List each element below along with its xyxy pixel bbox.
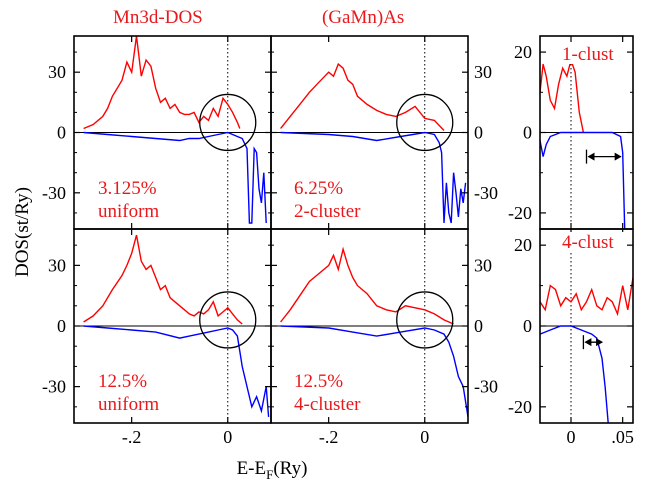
fermi-region-circle — [396, 291, 454, 349]
gap-arrow-head-right — [596, 338, 604, 347]
panel-inset-bottom: -20 0 20 0 .05 4-clust — [508, 228, 634, 447]
panel-annotation: 4-cluster — [294, 394, 361, 415]
y-tick-label: 30 — [48, 62, 66, 82]
panel-annotation: 1-clust — [562, 44, 614, 65]
spin-down-dos-line — [540, 131, 626, 229]
y-tick-label: -30 — [474, 377, 498, 397]
fermi-region-circle — [199, 93, 257, 152]
annotation-background — [560, 232, 624, 252]
spin-up-dos-line — [540, 57, 585, 133]
y-tick-label: -30 — [42, 183, 66, 203]
panel-inset-top: -20 0 20 1-clust — [508, 35, 634, 230]
title-mn3d-dos: Mn3d-DOS — [113, 7, 203, 28]
y-tick-label: -20 — [508, 203, 532, 223]
y-tick-label: -30 — [474, 183, 498, 203]
title-gamnas: (GaMn)As — [322, 7, 405, 28]
y-tick-label: 30 — [48, 255, 66, 275]
gap-arrow-head-left — [584, 338, 592, 347]
y-axis-label: DOS(st/Ry) — [12, 187, 33, 277]
y-tick-label: 0 — [523, 123, 532, 143]
x-tick-label: -.2 — [319, 427, 339, 447]
panel-annotation: uniform — [98, 394, 159, 415]
y-tick-label: 0 — [57, 123, 66, 143]
y-tick-label: 0 — [57, 316, 66, 336]
panel-bottom-right: -30 0 30 -.2 0 12.5%4-cluster — [270, 228, 498, 447]
panel-bottom-left: -30 0 30 -.2 0 12.5%uniform — [42, 228, 272, 447]
fermi-region-circle — [396, 93, 454, 152]
x-tick-label: -.2 — [122, 427, 142, 447]
spin-down-dos-line — [280, 131, 467, 224]
panel-annotation: 3.125% — [98, 178, 157, 199]
spin-down-dos-line — [540, 325, 609, 423]
x-tick-label: 0 — [420, 427, 429, 447]
spin-up-dos-line — [280, 62, 445, 131]
spin-down-dos-line — [83, 325, 270, 417]
spin-down-dos-line — [280, 325, 468, 418]
spin-up-dos-line — [280, 246, 454, 325]
panel-annotation: uniform — [98, 201, 159, 222]
x-tick-label: 0 — [567, 427, 576, 447]
spin-down-dos-line — [83, 131, 267, 224]
panel-top-left: -30 0 30 3.125%uniform — [42, 35, 272, 230]
spin-up-dos-line — [83, 234, 243, 325]
panel-annotation: 6.25% — [294, 178, 343, 199]
y-tick-label: -20 — [508, 397, 532, 417]
y-tick-label: 0 — [523, 316, 532, 336]
fermi-region-circle — [199, 291, 257, 349]
gap-arrow-head-right — [614, 152, 622, 161]
panel-annotation: 2-cluster — [294, 201, 361, 222]
x-tick-label: .05 — [611, 427, 634, 447]
panel-annotation: 4-clust — [562, 232, 614, 253]
panel-annotation: 12.5% — [294, 371, 343, 392]
y-tick-label: 0 — [474, 123, 483, 143]
y-tick-label: 30 — [474, 62, 492, 82]
y-tick-label: -30 — [42, 377, 66, 397]
spin-up-dos-line — [540, 277, 633, 317]
x-axis-label: E-EF(Ry) — [237, 458, 308, 482]
y-tick-label: 0 — [474, 316, 483, 336]
gap-arrow-head-left — [587, 152, 595, 161]
y-tick-label: 20 — [514, 235, 532, 255]
spin-up-dos-line — [83, 36, 241, 130]
annotation-background — [560, 44, 624, 64]
panel-top-right: -30 0 30 6.25%2-cluster — [270, 35, 498, 230]
y-tick-label: 20 — [514, 42, 532, 62]
x-tick-label: 0 — [223, 427, 232, 447]
y-tick-label: 30 — [474, 255, 492, 275]
panel-annotation: 12.5% — [98, 371, 147, 392]
